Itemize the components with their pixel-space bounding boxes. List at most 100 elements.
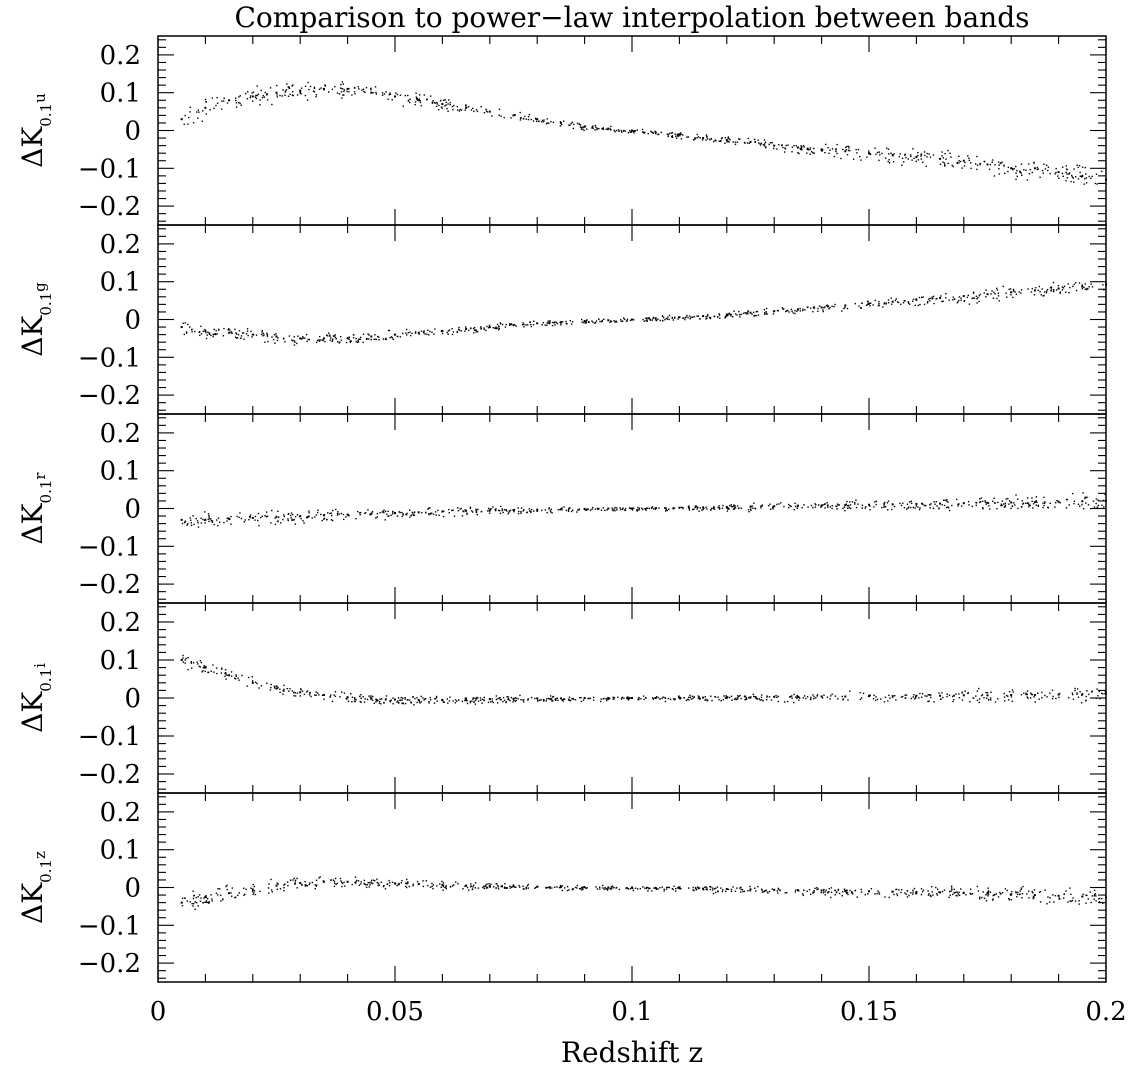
data-point: [661, 697, 663, 700]
data-point: [578, 509, 580, 511]
data-point: [849, 501, 851, 503]
data-point: [541, 121, 543, 123]
y-axis-title: ΔK0.1g: [16, 282, 55, 357]
data-point: [460, 507, 462, 510]
data-point: [527, 887, 529, 889]
data-point: [383, 884, 385, 887]
data-point: [472, 697, 474, 699]
data-point: [271, 336, 273, 338]
data-point: [696, 133, 699, 136]
data-point: [578, 508, 581, 510]
data-point: [266, 515, 269, 517]
data-point: [659, 698, 661, 700]
data-point: [334, 336, 337, 339]
data-point: [809, 153, 811, 155]
data-point: [1027, 697, 1029, 699]
data-point: [859, 155, 861, 158]
data-point: [772, 508, 774, 510]
data-point: [953, 698, 955, 701]
data-point: [820, 306, 823, 309]
data-point: [1044, 694, 1046, 697]
data-point: [1057, 171, 1060, 174]
data-point: [522, 699, 524, 701]
data-point: [469, 506, 472, 508]
data-point: [1021, 893, 1024, 895]
data-point: [544, 509, 547, 511]
data-point: [374, 334, 376, 336]
data-point: [235, 674, 237, 676]
data-point: [1084, 288, 1086, 290]
data-point: [335, 883, 337, 886]
data-point: [812, 892, 814, 894]
data-point: [1068, 504, 1070, 506]
data-point: [300, 518, 302, 520]
data-point: [859, 691, 861, 694]
data-point: [565, 509, 568, 512]
data-point: [411, 511, 414, 514]
data-point: [197, 663, 199, 665]
data-point: [227, 517, 230, 519]
data-point: [626, 696, 628, 699]
data-point: [583, 129, 585, 132]
data-point: [513, 699, 515, 701]
data-point: [524, 115, 526, 118]
data-point: [607, 886, 610, 889]
data-point: [376, 700, 379, 702]
data-point: [418, 882, 420, 885]
data-point: [720, 699, 722, 702]
data-point: [242, 332, 245, 334]
data-point: [488, 324, 491, 327]
data-point: [291, 518, 293, 521]
data-point: [812, 506, 814, 509]
data-point: [763, 145, 766, 147]
data-point: [292, 94, 295, 97]
data-point: [814, 887, 816, 890]
data-point: [358, 88, 360, 90]
data-point: [394, 95, 396, 98]
data-point: [555, 699, 557, 702]
y-axis-title: ΔK0.1r: [16, 472, 55, 545]
data-point: [371, 699, 374, 701]
data-point: [449, 696, 451, 698]
y-tick-label: 0.1: [100, 646, 141, 676]
data-point: [760, 888, 763, 890]
data-point: [773, 505, 776, 508]
data-point: [754, 696, 756, 698]
data-point: [266, 94, 268, 96]
data-point: [306, 340, 308, 343]
data-point: [872, 697, 875, 700]
data-point: [791, 151, 793, 153]
data-point: [949, 509, 951, 512]
data-point: [728, 141, 730, 143]
data-point: [618, 130, 620, 133]
data-point: [469, 700, 472, 703]
data-point: [677, 318, 679, 320]
data-point: [825, 143, 827, 146]
data-point: [959, 160, 962, 163]
data-point: [645, 887, 648, 890]
data-point: [207, 518, 210, 520]
data-point: [416, 97, 418, 100]
data-point: [725, 505, 728, 508]
data-point: [329, 512, 331, 515]
data-point: [747, 311, 749, 313]
data-point: [451, 328, 453, 330]
data-point: [1103, 288, 1105, 291]
data-point: [283, 514, 285, 516]
data-point: [261, 96, 264, 99]
data-point: [364, 512, 366, 515]
data-point: [485, 108, 487, 111]
data-point: [586, 509, 588, 511]
data-point: [212, 333, 215, 336]
data-point: [448, 508, 450, 511]
data-point: [685, 699, 688, 702]
data-point: [1043, 163, 1045, 165]
data-point: [809, 147, 812, 149]
data-point: [375, 338, 378, 341]
data-point: [942, 161, 944, 163]
data-point: [887, 299, 890, 301]
data-point: [269, 689, 272, 691]
data-point: [432, 887, 434, 890]
data-point: [1063, 893, 1065, 895]
data-point: [543, 119, 545, 121]
